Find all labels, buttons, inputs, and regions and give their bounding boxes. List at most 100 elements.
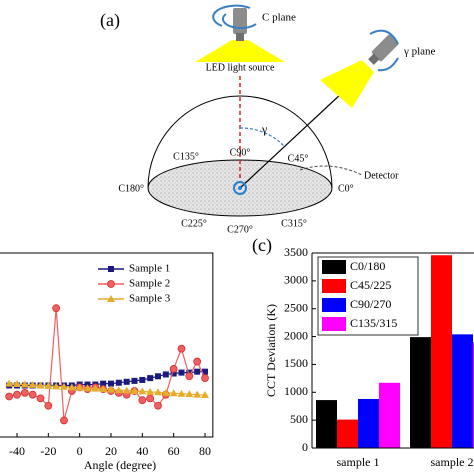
led-body [233,8,247,34]
marker [36,394,45,403]
marker [202,368,208,375]
led-body [368,34,399,65]
marker [107,295,115,302]
marker [91,384,100,392]
x-tick-label: 40 [136,444,148,458]
rotation-arrow [377,57,399,72]
marker [169,389,178,397]
x-tick-label: -20 [40,444,56,458]
marker [108,266,114,272]
bar [452,334,473,448]
y-tick-label: 0 [302,440,308,454]
legend-label: Sample 2 [129,278,170,290]
marker [100,380,107,387]
legend-swatch [322,317,346,331]
marker [138,396,147,405]
legend-swatch [322,260,346,274]
marker [177,389,186,397]
x-tick-label: sample 1 [337,455,380,469]
bar [431,255,452,448]
label: C plane [262,12,296,24]
marker [154,401,162,410]
x-axis-label: Angle (degree) [84,458,156,472]
panel-label: (c) [252,235,272,256]
x-tick-label: sample 2 [431,455,474,469]
marker [130,387,139,394]
marker [131,377,138,384]
label: γ [261,122,268,136]
leader [299,165,363,176]
angle-label: C45° [288,153,309,164]
marker [170,370,177,377]
marker [107,385,115,393]
light-cone [195,40,285,62]
x-tick-label: 80 [199,444,211,458]
marker [139,376,146,383]
y-tick-label: 2500 [284,300,308,314]
marker [44,381,53,389]
y-tick-label: 3500 [284,245,308,259]
marker [123,378,130,385]
marker [201,374,209,383]
marker [60,416,68,425]
marker [108,380,114,387]
legend-label: C45/225 [350,278,391,292]
dome [147,95,333,189]
panel-label: (a) [100,10,120,31]
rotation-arrow [221,13,257,29]
y-tick-label: 2000 [284,328,308,342]
marker [44,401,53,410]
marker [155,373,161,380]
bar [337,419,358,448]
marker [177,344,186,353]
angle-label: C0° [338,183,354,194]
legend-label: C135/315 [350,316,397,330]
marker [138,387,147,395]
marker [20,380,29,388]
angle-label: C135° [173,151,199,162]
diagram: (a) C plane LED light source γ Detector … [100,4,436,235]
marker [194,368,201,375]
marker [147,375,154,382]
detector [233,181,247,195]
y-tick-label: 500 [290,412,308,426]
marker [162,371,169,378]
y-axis-label: CCT Deviation (K) [264,304,278,397]
legend-label: Sample 3 [129,293,171,305]
series-line [9,308,206,421]
x-tick-label: -40 [9,444,25,458]
label: γ plane [403,46,436,58]
marker [107,280,115,288]
angle-label: C270° [227,224,253,235]
marker [52,304,61,313]
marker [146,387,155,395]
y-tick-label: 3000 [284,273,308,287]
marker [161,388,170,396]
marker [20,388,29,397]
marker [146,394,155,403]
marker [154,388,162,396]
angle-label: C90° [230,147,251,158]
angle-label: C225° [181,218,207,229]
led-tip [236,33,244,41]
marker [178,369,185,376]
label: Detector [364,170,399,181]
x-tick-label: 20 [105,444,117,458]
rotation-arrow [212,4,251,27]
legend-label: Sample 1 [129,263,170,275]
x-tick-label: 60 [168,444,180,458]
legend-swatch [322,298,346,312]
angle-label: C180° [118,183,144,194]
marker [5,379,14,387]
legend-swatch [322,279,346,293]
marker [115,379,122,386]
marker [13,380,21,388]
marker [28,380,37,388]
marker [83,384,92,392]
y-tick-label: 1000 [284,384,308,398]
led-body [371,34,399,62]
marker [13,390,21,399]
marker [36,381,45,389]
marker [28,390,37,399]
